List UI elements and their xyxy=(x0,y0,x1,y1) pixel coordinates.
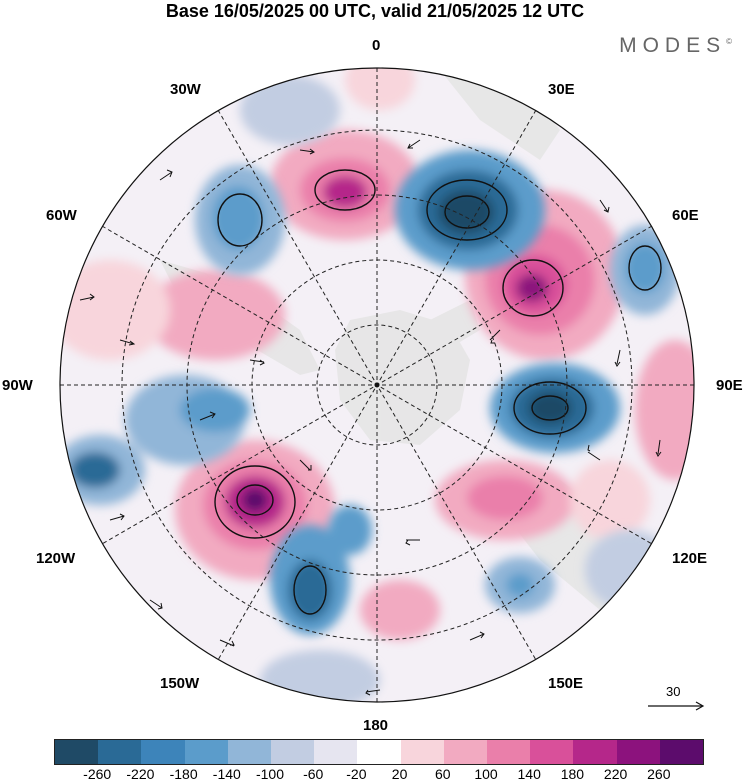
colorbar-tick-label: 180 xyxy=(560,766,585,782)
colorbar-tick-label: 60 xyxy=(435,766,451,782)
lon-label-60w: 60W xyxy=(46,207,77,224)
colorbar-cell xyxy=(443,740,488,764)
lon-label-90e: 90E xyxy=(716,377,743,394)
brand-name: MODES xyxy=(619,34,727,57)
colorbar-cell xyxy=(271,740,315,764)
colorbar-tick-label: -260 xyxy=(83,766,112,782)
colorbar-tick-label: 220 xyxy=(603,766,628,782)
colorbar-ticks: -260 -220 -180 -140 -100 -60 -20 20 60 100 140 180 2… xyxy=(54,766,702,783)
colorbar-tick-label: -60 xyxy=(303,766,324,782)
geopotential-contours xyxy=(214,169,662,615)
colorbar-cell xyxy=(400,740,444,764)
colorbar-cell xyxy=(659,740,704,764)
colorbar-tick-label: -220 xyxy=(126,766,155,782)
brand-mark: © xyxy=(726,37,732,46)
colorbar-cell xyxy=(141,740,185,764)
lon-label-30w: 30W xyxy=(170,81,201,98)
colorbar-cell xyxy=(616,740,660,764)
lon-label-180: 180 xyxy=(363,717,389,734)
lon-label-150w: 150W xyxy=(160,675,200,692)
lon-label-0: 0 xyxy=(372,37,381,54)
colorbar-tick-label: -180 xyxy=(169,766,198,782)
reference-vector-label: 30 xyxy=(666,684,681,699)
colorbar-cell xyxy=(357,740,401,764)
lon-label-90w: 90W xyxy=(2,377,33,394)
colorbar-cell xyxy=(530,740,574,764)
colorbar-cell xyxy=(487,740,531,764)
colorbar-tick-label: 140 xyxy=(517,766,541,782)
lon-label-30e: 30E xyxy=(548,81,575,98)
lon-label-120e: 120E xyxy=(672,550,708,567)
positive-anomalies xyxy=(60,68,694,640)
colorbar-tick-label: 260 xyxy=(647,766,671,782)
colorbar-tick-label: 20 xyxy=(391,766,408,782)
colorbar-cell xyxy=(98,740,142,764)
colorbar-cell xyxy=(314,740,358,764)
lon-label-150e: 150E xyxy=(548,675,584,692)
lon-label-120w: 120W xyxy=(36,550,76,567)
colorbar xyxy=(54,739,704,765)
map-boundary xyxy=(59,67,695,703)
pole-marker xyxy=(374,382,380,388)
colorbar-cell xyxy=(184,740,228,764)
colorbar-tick-label: -20 xyxy=(346,766,367,782)
colorbar-tick-label: 100 xyxy=(474,766,498,782)
colorbar-cell xyxy=(55,740,99,764)
colorbar-cell xyxy=(573,740,617,764)
colorbar-tick-label: -100 xyxy=(255,766,285,782)
map-disk xyxy=(60,68,694,702)
modes-logo: MODES© xyxy=(619,34,732,58)
reference-arrow-icon xyxy=(648,701,705,711)
colorbar-tick-label: -140 xyxy=(212,766,241,782)
chart-title: Base 16/05/2025 00 UTC, valid 21/05/2025… xyxy=(165,1,585,21)
wind-vectors xyxy=(79,97,662,696)
colorbar-cell xyxy=(227,740,272,764)
reference-vector: 30 xyxy=(646,684,706,714)
lon-label-60e: 60E xyxy=(672,207,699,224)
